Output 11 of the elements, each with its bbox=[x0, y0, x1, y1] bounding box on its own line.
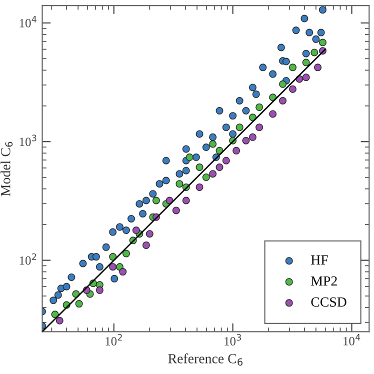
x-tick-label: 10$^{3}$ bbox=[224, 334, 241, 346]
y-tick-label: 10$^{3}$ bbox=[20, 134, 36, 146]
legend-label: MP2 bbox=[311, 276, 337, 286]
x-tick-label: 10$^{2}$ bbox=[106, 334, 122, 346]
legend-label: CCSD bbox=[311, 297, 346, 307]
y-tick-label: 10$^{2}$ bbox=[20, 253, 36, 265]
x-axis-title: Reference C$_{6}$ bbox=[168, 353, 243, 366]
legend-label: HF bbox=[311, 255, 328, 265]
x-tick-label: 10$^{4}$ bbox=[344, 334, 360, 346]
y-axis-title: Model C$_{6}$ bbox=[0, 142, 13, 196]
y-tick-label: 10$^{4}$ bbox=[20, 16, 36, 28]
